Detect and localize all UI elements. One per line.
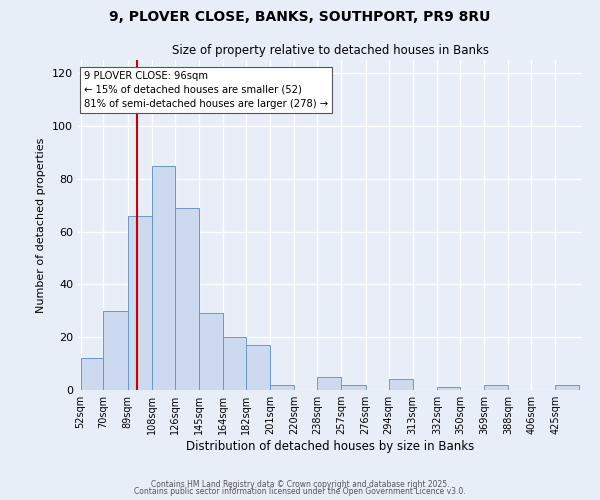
Bar [246,345,270,390]
Bar [484,384,508,390]
Text: 9 PLOVER CLOSE: 96sqm
← 15% of detached houses are smaller (52)
81% of semi-deta: 9 PLOVER CLOSE: 96sqm ← 15% of detached … [85,70,328,108]
Text: Contains public sector information licensed under the Open Government Licence v3: Contains public sector information licen… [134,487,466,496]
Bar [128,216,152,390]
Text: 9, PLOVER CLOSE, BANKS, SOUTHPORT, PR9 8RU: 9, PLOVER CLOSE, BANKS, SOUTHPORT, PR9 8… [109,10,491,24]
Text: Contains HM Land Registry data © Crown copyright and database right 2025.: Contains HM Land Registry data © Crown c… [151,480,449,489]
Y-axis label: Number of detached properties: Number of detached properties [37,138,46,312]
Bar [341,384,365,390]
Bar [389,380,413,390]
Bar [175,208,199,390]
Bar [223,337,246,390]
Bar [152,166,175,390]
X-axis label: Distribution of detached houses by size in Banks: Distribution of detached houses by size … [186,440,474,453]
Bar [199,314,223,390]
Title: Size of property relative to detached houses in Banks: Size of property relative to detached ho… [172,44,488,58]
Bar [555,384,580,390]
Bar [317,377,341,390]
Bar [437,388,460,390]
Bar [270,384,295,390]
Bar [103,311,128,390]
Bar [80,358,103,390]
